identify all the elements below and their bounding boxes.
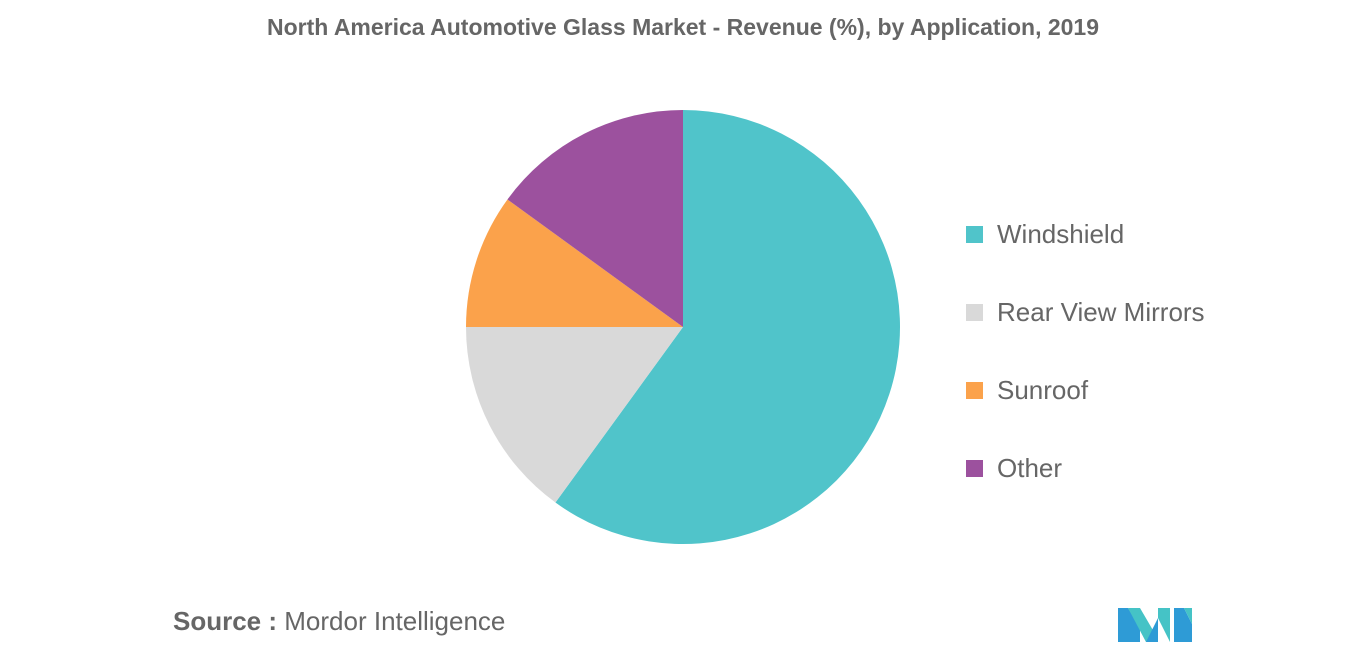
legend-swatch xyxy=(966,381,983,399)
legend-label: Other xyxy=(997,452,1063,483)
chart-title: North America Automotive Glass Market - … xyxy=(266,14,1100,40)
pie-slice-rear-view-mirrors xyxy=(466,327,683,503)
legend: Windshield Rear View Mirrors Sunroof Oth… xyxy=(966,195,1205,537)
legend-label: Windshield xyxy=(997,218,1125,249)
source-text: Mordor Intelligence xyxy=(284,606,506,636)
source-note: Source : Mordor Intelligence xyxy=(173,606,505,637)
mordor-intelligence-logo xyxy=(1118,608,1192,642)
legend-item-rear-view-mirrors: Rear View Mirrors xyxy=(966,273,1205,351)
legend-swatch xyxy=(966,303,983,321)
source-label: Source : xyxy=(173,606,278,636)
pie-slice-sunroof xyxy=(466,199,683,327)
legend-item-windshield: Windshield xyxy=(966,195,1205,273)
legend-label: Sunroof xyxy=(997,374,1089,405)
legend-item-other: Other xyxy=(966,429,1205,507)
legend-swatch xyxy=(966,459,983,477)
legend-item-sunroof: Sunroof xyxy=(966,351,1205,429)
pie-slice-windshield xyxy=(555,110,901,545)
legend-swatch xyxy=(966,225,983,243)
legend-label: Rear View Mirrors xyxy=(997,296,1205,327)
pie-slice-other xyxy=(507,110,683,327)
